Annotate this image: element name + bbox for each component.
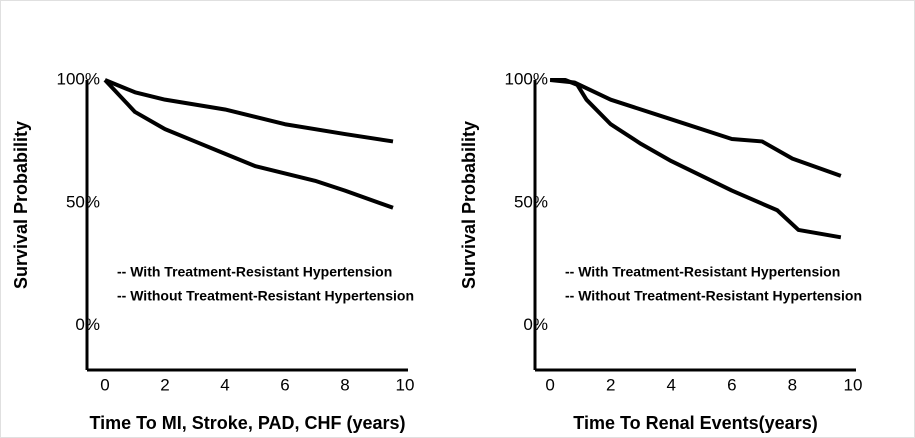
- x-tick-label: 4: [220, 375, 229, 394]
- x-tick-label: 2: [160, 375, 169, 394]
- x-tick-label: 8: [788, 375, 797, 394]
- y-tick-label: 50%: [66, 192, 100, 211]
- x-tick-label: 0: [100, 375, 109, 394]
- x-tick-label: 10: [844, 375, 863, 394]
- y-axis-label: Survival Probability: [11, 121, 31, 289]
- x-tick-label: 0: [545, 375, 554, 394]
- x-tick-label: 6: [727, 375, 736, 394]
- x-axis-label: Time To MI, Stroke, PAD, CHF (years): [89, 413, 405, 433]
- legend-entry: -- Without Treatment-Resistant Hypertens…: [565, 288, 862, 304]
- x-tick-label: 4: [667, 375, 676, 394]
- y-tick-label: 0%: [523, 315, 548, 334]
- x-tick-label: 8: [340, 375, 349, 394]
- y-tick-label: 100%: [57, 69, 100, 88]
- line: [549, 78, 842, 178]
- x-tick-label: 6: [280, 375, 289, 394]
- x-tick-label: 10: [396, 375, 415, 394]
- y-axis-label: Survival Probability: [459, 121, 479, 289]
- y-tick-label: 50%: [514, 192, 548, 211]
- y-tick-label: 100%: [505, 69, 548, 88]
- line: [103, 78, 394, 210]
- y-tick-label: 0%: [75, 315, 100, 334]
- x-axis-label: Time To Renal Events(years): [573, 413, 817, 433]
- legend-entry: -- With Treatment-Resistant Hypertension: [565, 264, 840, 280]
- line: [104, 78, 394, 144]
- legend-entry: -- Without Treatment-Resistant Hypertens…: [117, 288, 414, 304]
- legend-entry: -- With Treatment-Resistant Hypertension: [117, 264, 392, 280]
- x-tick-label: 2: [606, 375, 615, 394]
